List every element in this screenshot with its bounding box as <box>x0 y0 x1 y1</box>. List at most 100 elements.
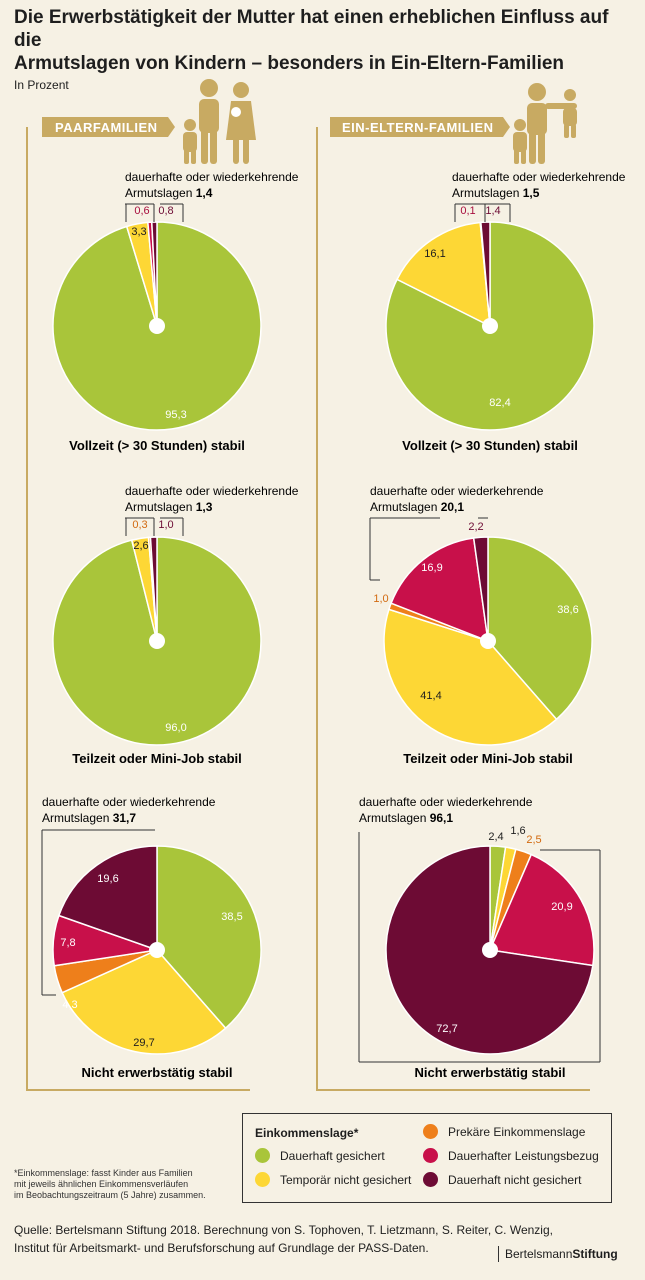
poverty-label: dauerhafte oder wiederkehrende <box>452 170 626 184</box>
chart-title: Nicht erwerbstätig stabil <box>82 1065 233 1080</box>
pie-charts: 95,3 3,3 0,6 0,8 dauerhafte oder wiederkehre… <box>41 170 626 1080</box>
value-label-gesichert: 38,5 <box>221 911 242 923</box>
value-label-temporaer: 3,3 <box>131 226 146 238</box>
slice-nicht-gesichert <box>472 536 489 642</box>
value-label-prekaer: 2,5 <box>526 834 541 846</box>
pie-chart-1: 95,3 3,3 0,6 0,8 dauerhafte oder wiederkehre… <box>52 170 299 453</box>
slice-gesichert <box>156 845 262 1030</box>
value-label-nicht-gesichert: 1,0 <box>158 519 173 531</box>
value-label-temporaer: 41,4 <box>420 690 441 702</box>
legend-item-gesichert: Dauerhaft gesichert <box>255 1148 385 1163</box>
legend-swatch-nicht-gesichert <box>423 1172 438 1187</box>
brand-part-1: Bertelsmann <box>505 1247 573 1261</box>
slice-temporaer <box>61 949 227 1055</box>
poverty-total: Armutslagen 1,3 <box>125 500 213 514</box>
value-label-prekaer: 1,0 <box>373 593 388 605</box>
poverty-total: Armutslagen 96,1 <box>359 811 453 825</box>
slice-gesichert <box>52 536 262 746</box>
chart-title: Teilzeit oder Mini-Job stabil <box>72 751 242 766</box>
pie-chart-4: 38,6 41,4 1,0 16,9 2,2 dauerhafte oder wieder… <box>369 484 593 766</box>
value-label-nicht-gesichert: 1,4 <box>485 205 500 217</box>
value-label-gesichert: 96,0 <box>165 722 186 734</box>
poverty-total: Armutslagen 31,7 <box>42 811 136 825</box>
legend: Einkommenslage* Dauerhaft gesichert Temp… <box>242 1113 612 1203</box>
slice-nicht-gesichert <box>149 536 158 642</box>
slice-leistungsbezug <box>488 853 595 967</box>
chart-title: Vollzeit (> 30 Stunden) stabil <box>69 438 245 453</box>
legend-label-prekaer: Prekäre Einkommenslage <box>448 1124 586 1139</box>
legend-swatch-gesichert <box>255 1148 270 1163</box>
poverty-total: Armutslagen 1,5 <box>452 186 540 200</box>
source-line-1: Quelle: Bertelsmann Stiftung 2018. Berec… <box>14 1223 553 1237</box>
value-label-temporaer: 29,7 <box>133 1037 154 1049</box>
value-label-nicht-gesichert: 72,7 <box>436 1023 457 1035</box>
column-frame-ein-eltern <box>316 127 590 1091</box>
chart-title: Nicht erwerbstätig stabil <box>415 1065 566 1080</box>
value-label-leistungsbezug: 16,9 <box>421 562 442 574</box>
pie-center-dot <box>149 633 165 649</box>
poverty-total: Armutslagen 20,1 <box>370 500 464 514</box>
source-line-2: Institut für Arbeitsmarkt- und Berufsfor… <box>14 1241 429 1255</box>
banner-paarfamilien: PAARFAMILIEN <box>42 117 175 137</box>
title-line-1: Die Erwerbstätigkeit der Mutter hat eine… <box>14 7 609 51</box>
value-label-gesichert: 82,4 <box>489 397 510 409</box>
value-label-temporaer: 1,6 <box>510 825 525 837</box>
value-label-leistungsbezug: 0,1 <box>460 205 475 217</box>
slice-nicht-gesichert <box>480 221 491 327</box>
footnote-line-3: im Beobachtungszeitraum (5 Jahre) zusamm… <box>14 1190 206 1200</box>
banner-ein-eltern: EIN-ELTERN-FAMILIEN <box>330 117 510 137</box>
legend-item-nicht-gesichert: Dauerhaft nicht gesichert <box>423 1172 581 1187</box>
poverty-total: Armutslagen 1,4 <box>125 186 213 200</box>
pie-chart-6: 2,4 1,62,5 20,9 72,7 dauerhafte oder wiederk… <box>358 795 601 1080</box>
legend-label-nicht-gesichert: Dauerhaft nicht gesichert <box>448 1172 582 1187</box>
value-label-temporaer: 2,6 <box>133 540 148 552</box>
pie-center-dot <box>482 942 498 958</box>
legend-label-leistungsbezug: Dauerhafter Leistungsbezug <box>448 1148 599 1163</box>
title-line-2: Armutslagen von Kindern – besonders in E… <box>14 53 565 74</box>
poverty-label: dauerhafte oder wiederkehrende <box>125 484 299 498</box>
pie-chart-5: 38,5 29,7 4,3 7,8 19,6 dauerhafte oder wieder… <box>41 795 262 1080</box>
chart-title: Vollzeit (> 30 Stunden) stabil <box>402 438 578 453</box>
value-label-leistungsbezug: 0,6 <box>134 205 149 217</box>
value-label-nicht-gesichert: 0,8 <box>158 205 173 217</box>
brand-logo: BertelsmannStiftung <box>498 1246 618 1262</box>
pie-center-dot <box>480 633 496 649</box>
charts-area: PAARFAMILIEN EIN-ELTERN-FAMILIEN <box>26 79 626 1091</box>
footnote: *Einkommenslage: fasst Kinder aus Famili… <box>14 1168 229 1201</box>
value-label-prekaer: 0,3 <box>132 519 147 531</box>
legend-item-prekaer: Prekäre Einkommenslage <box>423 1124 585 1139</box>
pie-chart-2: 82,4 16,1 0,1 1,4 dauerhafte oder wiederkehr… <box>385 170 626 453</box>
poverty-label: dauerhafte oder wiederkehrende <box>42 795 216 809</box>
column-frame-paarfamilien <box>26 127 250 1091</box>
value-label-prekaer: 4,3 <box>62 999 77 1011</box>
legend-swatch-prekaer <box>423 1124 438 1139</box>
pie-center-dot <box>149 318 165 334</box>
banner-ein-eltern-label: EIN-ELTERN-FAMILIEN <box>342 120 494 135</box>
pie-chart-3: 96,0 2,6 0,3 1,0 dauerhafte oder wiederkehre… <box>52 484 299 766</box>
footnote-line-1: *Einkommenslage: fasst Kinder aus Famili… <box>14 1168 193 1178</box>
legend-label-temporaer: Temporär nicht gesichert <box>280 1172 412 1187</box>
value-label-nicht-gesichert: 2,2 <box>468 521 483 533</box>
pie-center-dot <box>149 942 165 958</box>
value-label-nicht-gesichert: 19,6 <box>97 873 118 885</box>
brand-part-2: Stiftung <box>572 1247 618 1261</box>
legend-title: Einkommenslage* <box>255 1126 359 1140</box>
page-title: Die Erwerbstätigkeit der Mutter hat eine… <box>14 6 634 75</box>
value-label-leistungsbezug: 20,9 <box>551 901 572 913</box>
legend-swatch-leistungsbezug <box>423 1148 438 1163</box>
value-label-temporaer: 16,1 <box>424 248 445 260</box>
banner-paarfamilien-label: PAARFAMILIEN <box>55 120 158 135</box>
slice-temporaer <box>396 221 491 328</box>
pie-center-dot <box>482 318 498 334</box>
legend-swatch-temporaer <box>255 1172 270 1187</box>
value-label-gesichert: 2,4 <box>488 831 503 843</box>
poverty-label: dauerhafte oder wiederkehrende <box>359 795 533 809</box>
legend-label-gesichert: Dauerhaft gesichert <box>280 1148 385 1163</box>
poverty-label: dauerhafte oder wiederkehrende <box>125 170 299 184</box>
poverty-label: dauerhafte oder wiederkehrende <box>370 484 544 498</box>
slice-temporaer <box>383 608 558 746</box>
legend-item-leistungsbezug: Dauerhafter Leistungsbezug <box>423 1148 599 1163</box>
value-label-gesichert: 38,6 <box>557 604 578 616</box>
family-single-parent-icon <box>513 83 577 164</box>
